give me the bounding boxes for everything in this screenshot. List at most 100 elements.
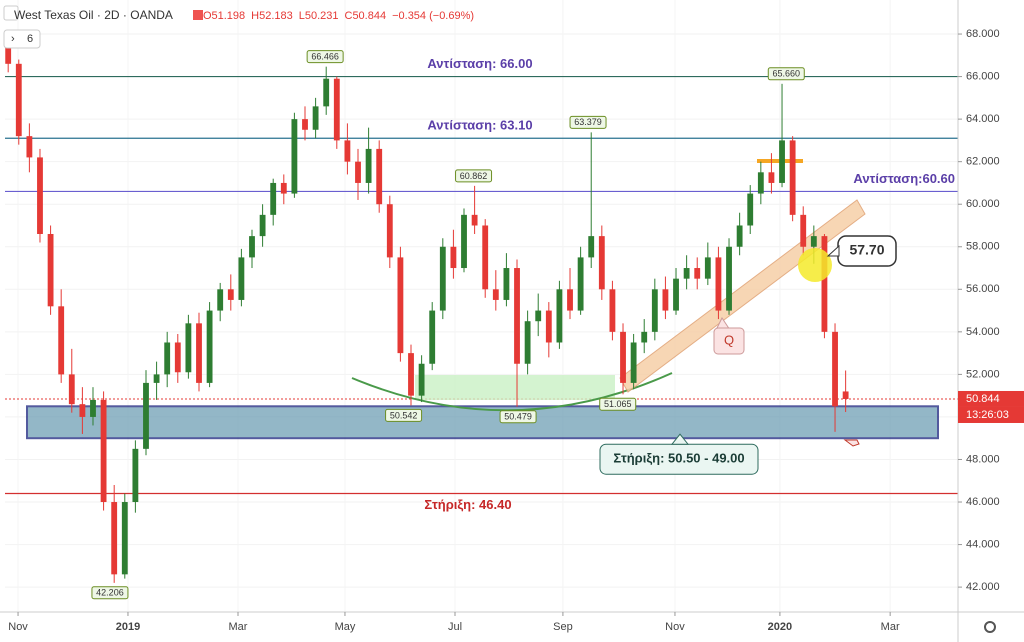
candle-body bbox=[259, 214, 266, 237]
level-label: Αντίσταση: 63.10 bbox=[427, 118, 532, 133]
y-tick-label: 64.000 bbox=[966, 113, 1000, 125]
candle-body bbox=[174, 342, 181, 373]
candle-body bbox=[736, 225, 743, 247]
candle-body bbox=[789, 140, 796, 215]
candle-body bbox=[439, 246, 446, 311]
x-tick-label: Jul bbox=[448, 621, 462, 633]
candle-body bbox=[153, 374, 160, 383]
candle-body bbox=[164, 342, 171, 375]
candle-body bbox=[227, 289, 234, 300]
candle-body bbox=[715, 257, 722, 311]
candle-body bbox=[291, 119, 298, 194]
candle-body bbox=[471, 214, 478, 226]
x-tick-label: 2020 bbox=[768, 621, 792, 633]
candle-body bbox=[238, 257, 245, 300]
candle-body bbox=[429, 310, 436, 364]
candle-body bbox=[90, 399, 96, 417]
candle-body bbox=[545, 310, 552, 343]
y-tick-label: 44.000 bbox=[966, 538, 1000, 550]
candle-body bbox=[143, 382, 149, 449]
countdown-box bbox=[958, 406, 1024, 423]
y-tick-label: 46.000 bbox=[966, 496, 1000, 508]
x-tick-label: Sep bbox=[553, 621, 573, 633]
candle-body bbox=[302, 119, 308, 130]
price-label-box bbox=[306, 50, 344, 64]
x-tick-label: Mar bbox=[229, 621, 248, 633]
level-label: Αντίσταση: 66.00 bbox=[427, 56, 532, 71]
ohlc-value: H52.183 bbox=[251, 10, 293, 22]
candle-body bbox=[450, 246, 457, 269]
candle-body bbox=[280, 182, 287, 194]
y-tick-label: 66.000 bbox=[966, 70, 1000, 82]
y-tick-label: 42.000 bbox=[966, 581, 1000, 593]
settings-icon[interactable] bbox=[984, 621, 996, 633]
candle-body bbox=[503, 268, 510, 300]
candle-body bbox=[577, 257, 584, 311]
candle-body bbox=[598, 236, 605, 290]
candle-body bbox=[132, 448, 139, 503]
plot: 66.466 60.862 63.379 65.660 50.542 50.479 51.0… bbox=[5, 29, 849, 600]
price-label-box bbox=[599, 397, 637, 411]
y-tick-label: 56.000 bbox=[966, 283, 1000, 295]
price-label-box bbox=[569, 115, 607, 129]
level-label: Στήριξη: 46.40 bbox=[424, 497, 511, 512]
candle-body bbox=[397, 257, 404, 354]
highlight bbox=[798, 248, 832, 282]
candle-body bbox=[567, 289, 573, 311]
candle-body bbox=[832, 331, 838, 407]
candle-body bbox=[365, 148, 372, 183]
candle-body bbox=[651, 289, 658, 332]
x-tick-label: Nov bbox=[665, 621, 685, 633]
candle-body bbox=[111, 502, 118, 575]
candle-body bbox=[376, 148, 383, 205]
callout-label: 57.70 bbox=[849, 242, 884, 258]
candle-body bbox=[524, 321, 531, 364]
indicator-count: 6 bbox=[27, 33, 33, 45]
y-tick-label: 60.000 bbox=[966, 198, 1000, 210]
x-tick-label: Nov bbox=[8, 621, 28, 633]
candle-body bbox=[37, 157, 43, 234]
x-tick-label: May bbox=[335, 621, 356, 633]
candle-body bbox=[620, 331, 626, 383]
candle-body bbox=[514, 268, 520, 364]
candle-body bbox=[641, 331, 648, 343]
q-box bbox=[713, 327, 745, 355]
candle-body bbox=[757, 172, 764, 194]
axes: 42.00044.00046.00048.00050.00052.00054.0… bbox=[8, 28, 1024, 633]
candle-body bbox=[217, 289, 224, 311]
candle-body bbox=[588, 236, 595, 258]
candle-body bbox=[58, 306, 65, 375]
last-price-box bbox=[958, 390, 1024, 407]
indicator-toggle[interactable] bbox=[3, 29, 41, 49]
price-label: 50.542 bbox=[390, 410, 418, 420]
candle-body bbox=[26, 136, 33, 158]
ohlc-header: O51.198 H52.183 L50.231 C50.844 −0.354 (−0.6… bbox=[203, 10, 474, 22]
candle-body bbox=[747, 193, 754, 226]
chart-title: West Texas Oil · 2D · OANDA bbox=[14, 8, 173, 22]
countdown: 13:26:03 bbox=[966, 409, 1009, 421]
q-label: Q bbox=[724, 332, 734, 347]
candle-body bbox=[704, 257, 711, 279]
y-tick-label: 52.000 bbox=[966, 368, 1000, 380]
candle-body bbox=[662, 289, 669, 311]
candle-body bbox=[312, 106, 319, 130]
candle-body bbox=[79, 404, 86, 417]
candle-body bbox=[5, 44, 12, 64]
price-label: 66.466 bbox=[311, 52, 339, 62]
candle-body bbox=[100, 399, 107, 503]
candle-body bbox=[408, 353, 414, 396]
candle-body bbox=[779, 140, 785, 183]
plot-background: Αντίσταση: 66.00 Αντίσταση: 63.10 Αντίστασ… bbox=[5, 0, 958, 612]
y-tick-label: 62.000 bbox=[966, 156, 1000, 168]
price-label: 63.379 bbox=[574, 117, 602, 127]
callout-pointer bbox=[826, 244, 840, 257]
hand-icon bbox=[843, 439, 860, 447]
candle-body bbox=[535, 310, 542, 322]
price-label-box bbox=[385, 408, 423, 422]
candle-body bbox=[418, 363, 425, 396]
y-tick-label: 48.000 bbox=[966, 453, 1000, 465]
price-label-box bbox=[767, 67, 805, 81]
price-label: 65.660 bbox=[773, 69, 801, 79]
ohlc-value: O51.198 bbox=[203, 10, 245, 22]
